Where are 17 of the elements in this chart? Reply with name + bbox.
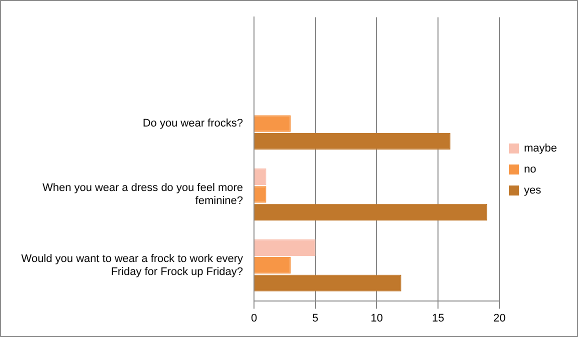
- bar: [254, 132, 450, 150]
- x-tick-label: 15: [432, 312, 444, 324]
- y-tick-label: When you wear a dress do you feel more feminine?: [42, 182, 243, 208]
- legend-label: no: [524, 164, 536, 176]
- y-tick-label: Would you want to wear a frock to work every Friday for Frock up Friday?: [21, 252, 244, 278]
- x-tick-label: 0: [250, 312, 258, 324]
- bar: [254, 274, 402, 292]
- legend-label: maybe: [524, 142, 558, 155]
- x-tick-label: 5: [312, 312, 318, 324]
- bar: [254, 257, 291, 274]
- x-tick-label: 20: [493, 312, 506, 324]
- x-tick-label: 10: [370, 312, 383, 324]
- bar: [254, 204, 488, 221]
- y-tick-label: Do you wear frocks?: [142, 118, 243, 130]
- bar: [254, 239, 316, 256]
- legend-label: yes: [524, 184, 542, 197]
- bar: [254, 115, 291, 132]
